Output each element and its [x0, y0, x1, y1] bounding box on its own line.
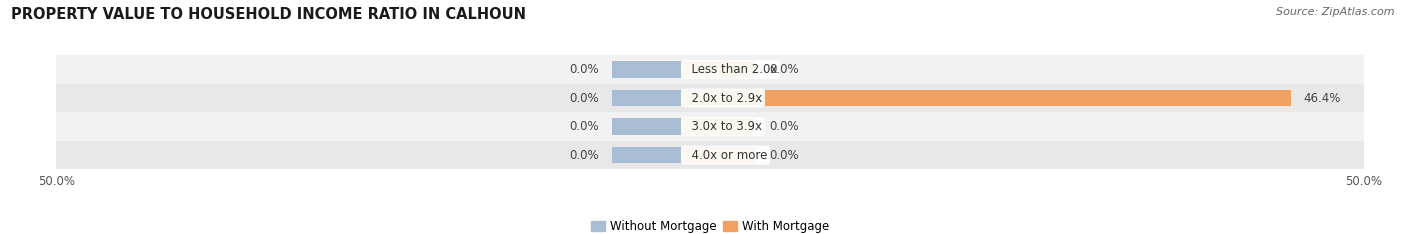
Legend: Without Mortgage, With Mortgage: Without Mortgage, With Mortgage: [586, 215, 834, 234]
Text: 0.0%: 0.0%: [769, 149, 799, 162]
Bar: [612, 61, 683, 78]
Text: 0.0%: 0.0%: [569, 63, 599, 76]
Bar: [612, 118, 683, 135]
Bar: [56, 55, 1364, 84]
Text: 0.0%: 0.0%: [569, 91, 599, 105]
Bar: [612, 90, 683, 106]
Bar: [612, 147, 683, 163]
Bar: [683, 118, 756, 135]
Text: 46.4%: 46.4%: [1303, 91, 1341, 105]
Text: 0.0%: 0.0%: [569, 149, 599, 162]
Text: 0.0%: 0.0%: [569, 120, 599, 133]
Bar: [56, 141, 1364, 169]
Text: 2.0x to 2.9x: 2.0x to 2.9x: [683, 91, 762, 105]
Text: 3.0x to 3.9x: 3.0x to 3.9x: [683, 120, 762, 133]
Text: 0.0%: 0.0%: [769, 120, 799, 133]
Text: 4.0x or more: 4.0x or more: [683, 149, 768, 162]
Bar: [683, 90, 1291, 106]
Bar: [683, 147, 756, 163]
Text: Less than 2.0x: Less than 2.0x: [683, 63, 778, 76]
Text: Source: ZipAtlas.com: Source: ZipAtlas.com: [1277, 7, 1395, 17]
Bar: [683, 61, 756, 78]
Bar: [56, 112, 1364, 141]
Bar: [56, 84, 1364, 112]
Text: PROPERTY VALUE TO HOUSEHOLD INCOME RATIO IN CALHOUN: PROPERTY VALUE TO HOUSEHOLD INCOME RATIO…: [11, 7, 526, 22]
Text: 0.0%: 0.0%: [769, 63, 799, 76]
